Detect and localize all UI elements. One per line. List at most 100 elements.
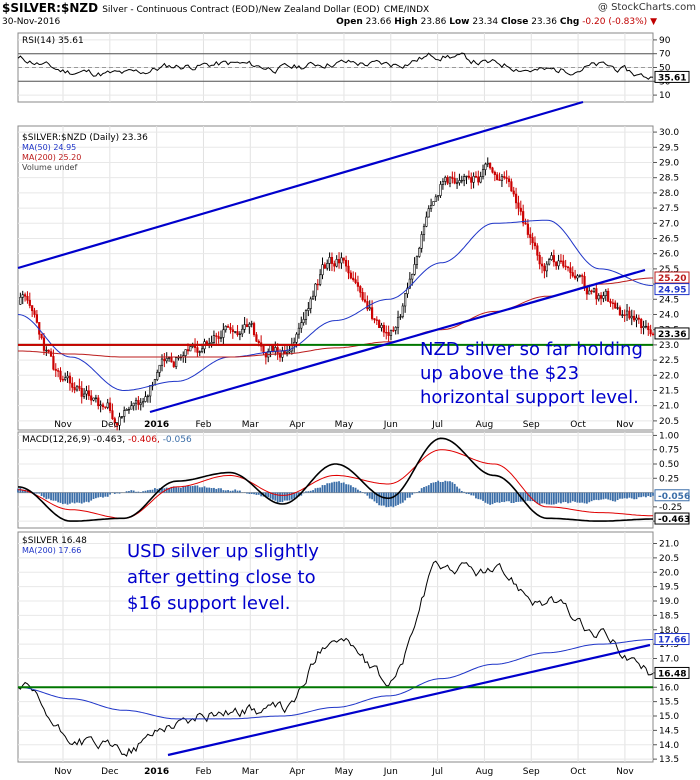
candle-body [489,162,492,169]
candle-body [167,357,171,359]
macd-value-tag: -0.463 [658,515,690,525]
candle-body [373,318,376,321]
candle-body [427,208,430,218]
macd-histogram-bar [375,492,378,504]
macd-histogram-bar [534,492,536,502]
candle-body [217,336,220,339]
macd-histogram-bar [144,490,147,493]
nzd-x-axis-label: Mar [242,420,259,430]
candle-body [434,196,437,202]
macd-histogram-bar [295,492,298,497]
macd-histogram-bar [257,492,260,495]
macd-histogram-bar [272,492,274,500]
candle-body [401,305,404,317]
candle-body [33,310,36,315]
macd-histogram-bar [560,492,562,504]
nzd-x-axis-label: Dec [101,420,118,430]
nzd-y-tick-label: 30.0 [659,128,679,138]
low-label: Low [449,17,470,27]
candle-body [170,357,173,363]
macd-histogram-bar [61,492,64,505]
macd-histogram-bar [182,486,185,493]
candle-body [26,295,29,301]
candle-body [446,177,449,184]
macd-histogram-bar [359,490,362,493]
candle-body [496,174,499,181]
macd-histogram-bar [574,492,577,502]
nzd-x-axis-label: 2016 [144,420,169,430]
candle-body [92,397,95,401]
candle-body [441,181,445,185]
candle-body [604,290,607,296]
candle-body [224,326,227,331]
candle-body [378,320,381,329]
candle-body [226,326,230,328]
candle-body [184,349,187,356]
candle-body [500,176,504,181]
macd-histogram-bar [137,491,140,493]
macd-histogram-bar [305,491,307,493]
candle-body [66,375,69,379]
candle-body [87,390,90,397]
macd-histogram-bar [611,492,614,502]
candle-body [345,259,348,267]
usd-y-tick-label: 18.5 [659,611,679,621]
rsi-panel: 9070503010 [17,32,671,103]
usd-y-tick-label: 16.0 [659,683,679,693]
macd-histogram-bar [47,492,50,499]
macd-histogram-bar [179,487,182,493]
nzd-legend-ma200: MA(200) 25.20 [22,153,81,162]
macd-histogram-bar [125,491,128,493]
candle-body [243,324,246,330]
macd-histogram-bar [621,492,624,499]
macd-histogram-bar [309,490,312,493]
candle-body [484,163,487,171]
macd-hist-tag: -0.056 [658,492,690,502]
usd-ma200-tag-box [654,633,690,646]
nzd-legend-main: $SILVER:$NZD (Daily) 23.36 [22,133,148,143]
candle-body [540,263,544,267]
macd-histogram-bar [94,492,97,499]
candle-body [472,175,475,183]
nzd-x-axis-label: Jun [383,420,398,430]
nzd-y-tick-label: 22.0 [659,371,679,381]
candle-body [335,259,338,267]
candle-body [621,314,624,316]
rsi-y-tick-label: 10 [659,91,671,101]
macd-histogram-bar [316,487,319,493]
candle-body [399,316,402,318]
macd-histogram-bar [43,492,45,498]
macd-histogram-bar [106,492,109,497]
macd-histogram-bar [385,492,388,508]
usd-y-tick-label: 18.0 [659,626,679,636]
candle-body [413,264,416,275]
macd-histogram-bar [633,492,636,500]
macd-histogram-bar [290,492,293,500]
macd-histogram-bar [411,492,414,495]
rsi-last-tag: 35.61 [658,73,686,83]
macd-histogram-bar [113,492,116,494]
candle-body [342,257,345,261]
candle-body [498,179,501,181]
macd-histogram-bar [458,488,461,493]
macd-histogram-bar [208,487,211,493]
macd-histogram-bar [52,492,55,501]
macd-histogram-bar [69,492,71,504]
nzd-price-tag: 23.36 [658,330,686,340]
candle-body [278,352,282,358]
nzd-y-tick-label: 29.5 [659,143,679,153]
candle-body [422,226,426,235]
candle-body [474,175,478,178]
macd-histogram-bar [255,492,258,495]
candle-body [139,402,142,405]
macd-histogram-bar [274,492,277,501]
macd-histogram-bar [85,492,88,502]
macd-histogram-bar [175,487,178,493]
macd-histogram-bar [562,492,565,503]
macd-histogram-bar [600,492,602,500]
candle-body [607,290,610,302]
macd-histogram-bar [493,492,496,503]
macd-histogram-bar [378,492,381,506]
nzd-x-axis-label: Oct [570,420,586,430]
